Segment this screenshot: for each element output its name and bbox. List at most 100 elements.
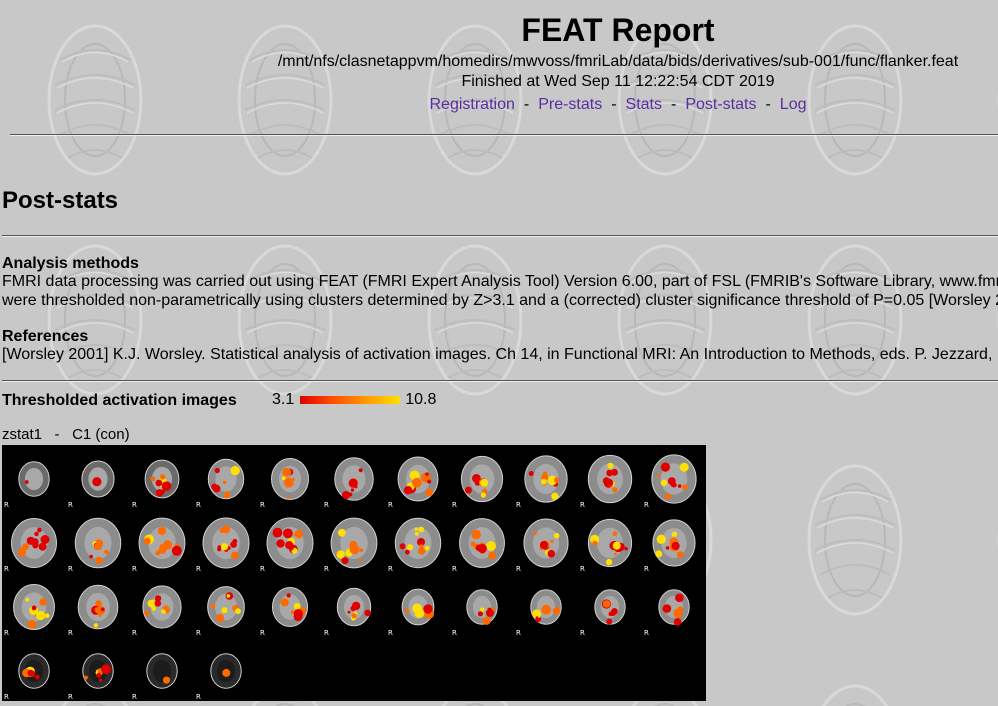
brain-slice: R bbox=[516, 456, 567, 509]
slice-marker: R bbox=[68, 565, 73, 573]
slice-marker: R bbox=[4, 501, 9, 509]
brain-slice: R bbox=[260, 587, 308, 637]
brain-slice: R bbox=[4, 654, 49, 701]
brain-slice: R bbox=[68, 585, 118, 637]
slice-marker: R bbox=[68, 501, 73, 509]
brain-slice: R bbox=[4, 519, 56, 573]
activation-slices-image[interactable]: R R R R R R R R R R R R R R R R R R R R R R R R R R R R R R R R R R R R R bbox=[2, 445, 706, 701]
brain-slice: R bbox=[452, 456, 503, 509]
slice-marker: R bbox=[68, 693, 73, 701]
brain-slice: R bbox=[4, 585, 54, 637]
brain-slice: R bbox=[196, 459, 244, 509]
finished-timestamp: Finished at Wed Sep 11 12:22:54 CDT 2019 bbox=[240, 72, 996, 92]
slice-marker: R bbox=[644, 565, 649, 573]
report-header: FEAT Report /mnt/nfs/clasnetappvm/homedi… bbox=[240, 10, 996, 116]
slice-marker: R bbox=[260, 565, 265, 573]
brain-slice: R bbox=[580, 519, 632, 573]
brain-slice: R bbox=[196, 518, 249, 573]
brain-slice: R bbox=[388, 518, 441, 573]
references-text-line-1: [Worsley 2001] K.J. Worsley. Statistical… bbox=[2, 346, 998, 364]
slices-svg: R R R R R R R R R R R R R R R R R R R R R R R R R R R R R R R R R R R R R bbox=[2, 445, 706, 701]
nav-separator: - bbox=[611, 96, 616, 113]
colorbar-max-label: 10.8 bbox=[405, 391, 436, 409]
brain-slice: R bbox=[388, 457, 438, 509]
nav-link-pre-stats[interactable]: Pre-stats bbox=[538, 96, 602, 113]
colorbar-min-label: 3.1 bbox=[272, 391, 294, 409]
brain-slice: R bbox=[324, 588, 371, 637]
slice-marker: R bbox=[260, 501, 265, 509]
slice-marker: R bbox=[388, 629, 393, 637]
brain-slice: R bbox=[132, 460, 179, 509]
brain-slice: R bbox=[644, 520, 695, 573]
slice-marker: R bbox=[196, 693, 201, 701]
slice-marker: R bbox=[260, 629, 265, 637]
brain-slice: R bbox=[132, 586, 181, 637]
slice-marker: R bbox=[324, 629, 329, 637]
brain-slice: R bbox=[196, 654, 241, 701]
page-title: FEAT Report bbox=[240, 10, 996, 50]
nav-link-stats[interactable]: Stats bbox=[626, 96, 662, 113]
zstat-contrast: C1 (con) bbox=[72, 426, 130, 443]
slice-marker: R bbox=[580, 501, 585, 509]
feat-directory-path: /mnt/nfs/clasnetappvm/homedirs/mwvoss/fm… bbox=[240, 52, 996, 72]
brain-slice: R bbox=[580, 590, 625, 637]
slice-marker: R bbox=[516, 501, 521, 509]
brain-slice: R bbox=[260, 459, 308, 509]
slice-marker: R bbox=[132, 629, 137, 637]
brain-slice: R bbox=[4, 462, 49, 509]
slice-marker: R bbox=[132, 693, 137, 701]
nav-link-log[interactable]: Log bbox=[780, 96, 807, 113]
slice-marker: R bbox=[68, 629, 73, 637]
slice-marker: R bbox=[452, 501, 457, 509]
brain-slice: R bbox=[516, 519, 568, 573]
report-navigation: Registration - Pre-stats - Stats - Post-stats -… bbox=[240, 94, 996, 116]
references-heading: References bbox=[2, 328, 88, 346]
thresholded-activation-heading: Thresholded activation images bbox=[2, 392, 237, 410]
nav-separator: - bbox=[765, 96, 770, 113]
brain-slice: R bbox=[580, 455, 632, 509]
analysis-methods-text-line-2: were thresholded non-parametrically usin… bbox=[2, 292, 998, 310]
brain-slice: R bbox=[644, 590, 689, 637]
slice-marker: R bbox=[580, 565, 585, 573]
slice-marker: R bbox=[324, 565, 329, 573]
slice-marker: R bbox=[196, 565, 201, 573]
slice-marker: R bbox=[4, 565, 9, 573]
slice-marker: R bbox=[196, 629, 201, 637]
header-divider bbox=[10, 134, 998, 136]
brain-slice: R bbox=[452, 519, 504, 573]
nav-link-post-stats[interactable]: Post-stats bbox=[685, 96, 756, 113]
slice-marker: R bbox=[452, 565, 457, 573]
brain-slice: R bbox=[68, 654, 113, 701]
brain-slice: R bbox=[132, 518, 185, 573]
brain-slice: R bbox=[68, 518, 121, 573]
section-title: Post-stats bbox=[2, 186, 118, 216]
brain-slice: R bbox=[452, 590, 497, 637]
brain-slice: R bbox=[516, 590, 561, 637]
analysis-methods-heading: Analysis methods bbox=[2, 255, 139, 273]
zstat-separator: - bbox=[55, 426, 60, 443]
zstat-name: zstat1 bbox=[2, 426, 42, 443]
slice-marker: R bbox=[644, 501, 649, 509]
slice-marker: R bbox=[580, 629, 585, 637]
slice-marker: R bbox=[4, 693, 9, 701]
brain-slice: R bbox=[68, 461, 114, 509]
nav-separator: - bbox=[524, 96, 529, 113]
zstat-label: zstat1 - C1 (con) bbox=[2, 426, 130, 444]
slice-marker: R bbox=[132, 501, 137, 509]
nav-separator: - bbox=[671, 96, 676, 113]
brain-slice: R bbox=[644, 455, 696, 509]
brain-slice: R bbox=[132, 654, 177, 701]
analysis-methods-text-line-1: FMRI data processing was carried out usi… bbox=[2, 273, 998, 291]
brain-slice: R bbox=[260, 518, 313, 573]
slice-marker: R bbox=[516, 565, 521, 573]
slice-marker: R bbox=[452, 629, 457, 637]
slice-marker: R bbox=[196, 501, 201, 509]
nav-link-registration[interactable]: Registration bbox=[429, 96, 514, 113]
brain-slice: R bbox=[324, 458, 373, 509]
slice-marker: R bbox=[388, 565, 393, 573]
activation-colorbar: 3.1 10.8 bbox=[272, 391, 436, 409]
section-divider bbox=[2, 235, 998, 237]
slice-marker: R bbox=[4, 629, 9, 637]
brain-slice: R bbox=[324, 518, 377, 573]
